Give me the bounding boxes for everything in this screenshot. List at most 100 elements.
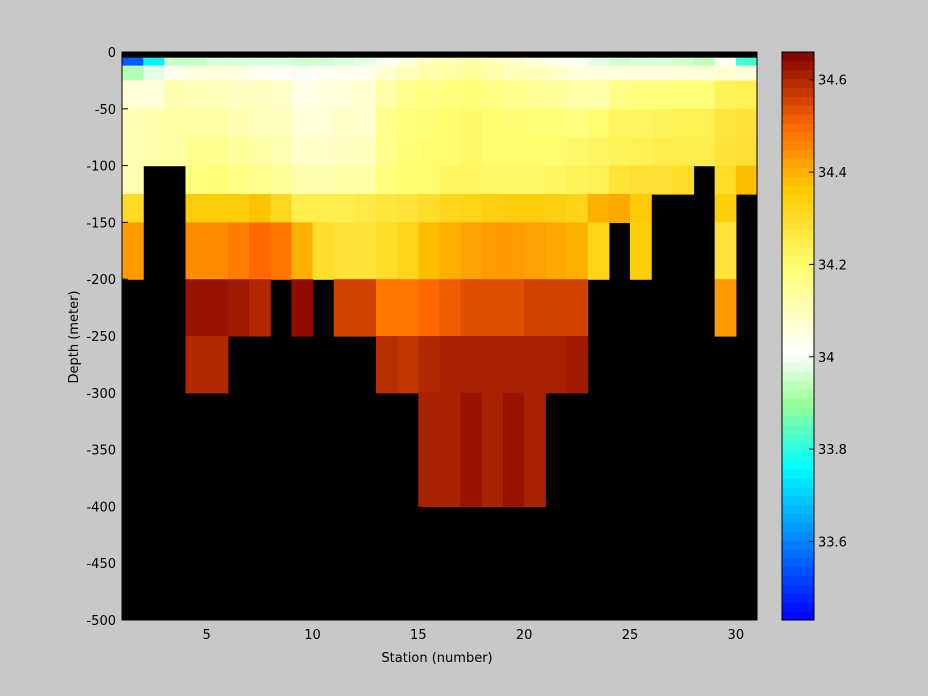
heatmap-cell (397, 65, 419, 81)
heatmap-cell (270, 222, 292, 280)
colorbar-swatch (782, 158, 814, 168)
heatmap-cell (270, 65, 292, 81)
colorbar-swatch (782, 238, 814, 248)
colorbar-swatch (782, 415, 814, 426)
heatmap-cell (227, 57, 250, 67)
heatmap-cell (693, 137, 716, 167)
heatmap-cell (566, 194, 589, 223)
colorbar-swatch (782, 469, 814, 479)
colorbar-tick-label: 34.4 (818, 166, 847, 181)
heatmap-cell (206, 137, 229, 167)
heatmap-cell (672, 80, 695, 110)
heatmap-cell (143, 80, 165, 110)
heatmap-cell (714, 108, 737, 138)
heatmap-cell (630, 194, 652, 223)
heatmap-cell (376, 65, 398, 81)
heatmap-cell (587, 80, 610, 110)
heatmap-cell (185, 57, 208, 67)
heatmap-cell (397, 222, 419, 280)
colorbar-swatch (782, 185, 814, 195)
heatmap-cell (270, 57, 292, 67)
heatmap-cell (418, 165, 441, 195)
heatmap-cell (354, 57, 377, 67)
heatmap-cell (608, 80, 631, 110)
heatmap-cell (481, 108, 504, 138)
heatmap-cell (418, 392, 441, 507)
heatmap-cell (418, 108, 441, 138)
heatmap-cell (524, 57, 546, 67)
heatmap-cell (397, 108, 419, 138)
y-tick-label: -200 (86, 273, 116, 288)
colorbar (781, 51, 815, 621)
heatmap-cell (312, 165, 335, 195)
heatmap-cell (651, 165, 673, 195)
colorbar-swatch (782, 273, 814, 284)
heatmap-cell (333, 65, 356, 81)
heatmap-cell (270, 165, 292, 195)
colorbar-swatch (782, 478, 814, 488)
heatmap-cell (122, 194, 144, 223)
heatmap-cell (545, 336, 568, 394)
colorbar-swatch (782, 256, 814, 266)
heatmap-cell (714, 194, 737, 223)
heatmap-cell (249, 65, 271, 81)
heatmap-cell (503, 392, 525, 507)
heatmap-cell (291, 165, 314, 195)
heatmap-cell (418, 137, 441, 167)
heatmap-cell (460, 279, 483, 337)
x-axis: 5 10 15 20 25 30 (203, 614, 744, 643)
heatmap-cell (122, 165, 144, 195)
heatmap-cell (418, 65, 441, 81)
heatmap-cell (714, 137, 737, 167)
y-axis: 0 -50 -100 -150 -200 -250 -300 -350 -400 -450 -500 (86, 46, 128, 629)
heatmap-cell (503, 336, 525, 394)
y-tick-label: -450 (86, 557, 116, 572)
heatmap-cell (376, 194, 398, 223)
heatmap-cell (143, 137, 165, 167)
heatmap-cell (566, 108, 589, 138)
heatmap-cell (270, 194, 292, 223)
y-tick-label: -400 (86, 500, 116, 515)
colorbar-tick-label: 33.8 (818, 443, 847, 458)
heatmap-cell (587, 222, 610, 280)
heatmap-cell (376, 279, 398, 337)
colorbar-swatch (782, 611, 814, 621)
heatmap-cell (651, 65, 673, 81)
heatmap-cell (397, 336, 419, 394)
heatmap-cell (206, 108, 229, 138)
heatmap-cell (460, 194, 483, 223)
heatmap-cell (164, 108, 187, 138)
heatmap-cell (354, 194, 377, 223)
heatmap-cell (376, 57, 398, 67)
heatmap-cell (333, 80, 356, 110)
heatmap-cell (164, 80, 187, 110)
heatmap-cell (206, 279, 229, 337)
heatmap-cell (249, 80, 271, 110)
heatmap-cell (354, 137, 377, 167)
heatmap-cell (354, 108, 377, 138)
colorbar-swatch (782, 176, 814, 186)
heatmap-cell (524, 65, 546, 81)
heatmap-cell (249, 222, 271, 280)
heatmap-cell (693, 57, 716, 67)
heatmap-cell (312, 57, 335, 67)
heatmap-cell (397, 57, 419, 67)
colorbar-swatch (782, 575, 814, 586)
heatmap-cell (376, 336, 398, 394)
heatmap-cell (376, 222, 398, 280)
colorbar-swatch (782, 194, 814, 204)
colorbar-swatch (782, 336, 814, 346)
heatmap-cell (312, 137, 335, 167)
heatmap-cell (291, 57, 314, 67)
heatmap-cell (608, 137, 631, 167)
heatmap-cell (503, 108, 525, 138)
y-tick-label: -250 (86, 330, 116, 345)
heatmap-cell (270, 80, 292, 110)
heatmap-cell (439, 57, 462, 67)
colorbar-swatch (782, 282, 814, 293)
heatmap-cell (291, 108, 314, 138)
heatmap-cell (333, 194, 356, 223)
x-tick-label: 20 (516, 628, 533, 643)
heatmap-cell (735, 80, 758, 110)
